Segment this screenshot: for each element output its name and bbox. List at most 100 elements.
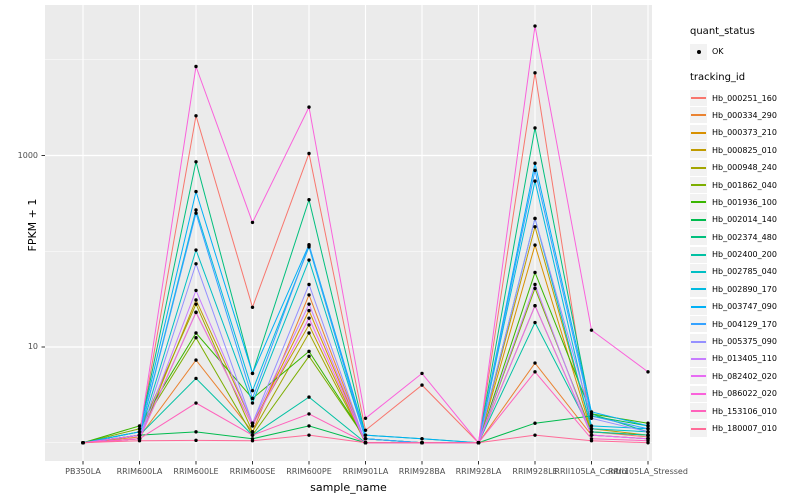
legend-item-Hb_000251_160: Hb_000251_160 (690, 89, 798, 107)
legend-item-label: Hb_000251_160 (712, 93, 777, 103)
legend-item-Hb_005375_090: Hb_005375_090 (690, 333, 798, 350)
data-point (589, 427, 594, 431)
line-key-icon (690, 159, 707, 176)
legend-title-tracking-id: tracking_id (690, 72, 746, 84)
data-point (194, 430, 198, 434)
legend-item-Hb_002014_140: Hb_002014_140 (690, 211, 798, 228)
data-point (589, 410, 594, 414)
data-point (250, 421, 255, 425)
line-key-icon (690, 385, 707, 402)
data-point (307, 198, 311, 202)
data-point (194, 298, 198, 302)
data-point (194, 331, 198, 335)
data-point (250, 388, 255, 393)
legend-item-Hb_000948_240: Hb_000948_240 (690, 159, 798, 176)
data-point (137, 427, 142, 431)
data-point (363, 428, 368, 432)
line-key-icon (690, 177, 707, 194)
panel-background (45, 5, 652, 461)
data-point (307, 349, 311, 354)
data-point (420, 441, 424, 445)
legend-item-ok: OK (690, 43, 798, 60)
x-tick-label-PB350LA: PB350LA (65, 467, 101, 476)
series-color-swatch (691, 427, 706, 430)
x-tick-label-RRIM901LA: RRIM901LA (342, 467, 389, 476)
data-point (307, 323, 311, 327)
data-point (307, 282, 311, 287)
data-point (307, 308, 311, 313)
data-point (307, 293, 311, 297)
data-point (646, 424, 650, 428)
legend-item-label: OK (712, 47, 724, 57)
data-point (363, 437, 368, 441)
data-point (420, 371, 424, 376)
legend-item-Hb_000334_290: Hb_000334_290 (690, 107, 798, 124)
legend-item-Hb_086022_020: Hb_086022_020 (690, 385, 798, 402)
data-point (194, 208, 198, 212)
x-tick-label-RRIM600LE: RRIM600LE (173, 467, 219, 476)
legend-item-label: Hb_153106_010 (712, 406, 777, 416)
x-tick-label-RRII105LA_Control: RRII105LA_Control (554, 467, 629, 476)
line-key-icon (690, 229, 707, 246)
line-key-icon (690, 316, 707, 333)
data-point (194, 336, 198, 340)
data-point (194, 262, 198, 266)
data-point (194, 401, 198, 405)
legend-item-Hb_002785_040: Hb_002785_040 (690, 263, 798, 280)
line-key-icon (690, 420, 707, 437)
data-point (589, 433, 594, 437)
legend-item-Hb_003747_090: Hb_003747_090 (690, 298, 798, 315)
legend-item-label: Hb_000948_240 (712, 163, 777, 173)
data-point (250, 396, 255, 401)
data-point (81, 441, 85, 445)
line-key-icon (690, 124, 707, 141)
series-color-swatch (691, 253, 706, 256)
series-color-swatch (691, 236, 706, 239)
data-point (363, 433, 368, 437)
data-point (589, 424, 594, 428)
data-point (533, 71, 537, 75)
line-key-icon (690, 263, 707, 280)
data-point (307, 424, 311, 428)
data-point (137, 424, 142, 428)
point-marker-icon (696, 49, 701, 54)
series-color-swatch (691, 97, 706, 100)
tracking-id-items: Hb_000251_160 Hb_000334_290 Hb_000373_210 H… (690, 89, 798, 437)
data-point (533, 421, 537, 425)
legend-item-label: Hb_000825_010 (712, 145, 777, 155)
legend-item-label: Hb_001862_040 (712, 180, 777, 190)
data-point (646, 441, 650, 445)
data-point (250, 305, 255, 309)
series-color-swatch (691, 131, 706, 134)
data-point (533, 282, 537, 287)
legend-item-label: Hb_003747_090 (712, 302, 777, 312)
data-point (250, 371, 255, 376)
legend-item-label: Hb_002890_170 (712, 284, 777, 294)
line-key-icon (690, 281, 707, 298)
series-color-swatch (691, 357, 706, 360)
legend-item-label: Hb_001936_100 (712, 197, 777, 207)
data-point (589, 439, 594, 443)
data-point (646, 430, 650, 434)
data-point (307, 151, 311, 156)
legend-item-label: Hb_000334_290 (712, 110, 777, 120)
legend-item-Hb_004129_170: Hb_004129_170 (690, 315, 798, 333)
series-color-swatch (691, 114, 706, 117)
data-point (194, 376, 198, 381)
data-point (533, 361, 537, 365)
data-point (194, 438, 198, 443)
data-point (307, 243, 311, 248)
data-point (137, 439, 142, 443)
series-color-swatch (691, 184, 706, 187)
data-point (363, 416, 368, 421)
data-point (194, 189, 198, 194)
series-color-swatch (691, 410, 706, 413)
legend-item-label: Hb_002374_480 (712, 232, 777, 242)
legend-item-label: Hb_005375_090 (712, 337, 777, 347)
legend-item-label: Hb_082402_020 (712, 371, 777, 381)
x-tick-label-RRIM600SE: RRIM600SE (229, 467, 276, 476)
line-key-icon (690, 211, 707, 228)
line-key-icon (690, 333, 707, 350)
x-axis-title: sample_name (310, 481, 387, 494)
data-point (250, 401, 255, 405)
